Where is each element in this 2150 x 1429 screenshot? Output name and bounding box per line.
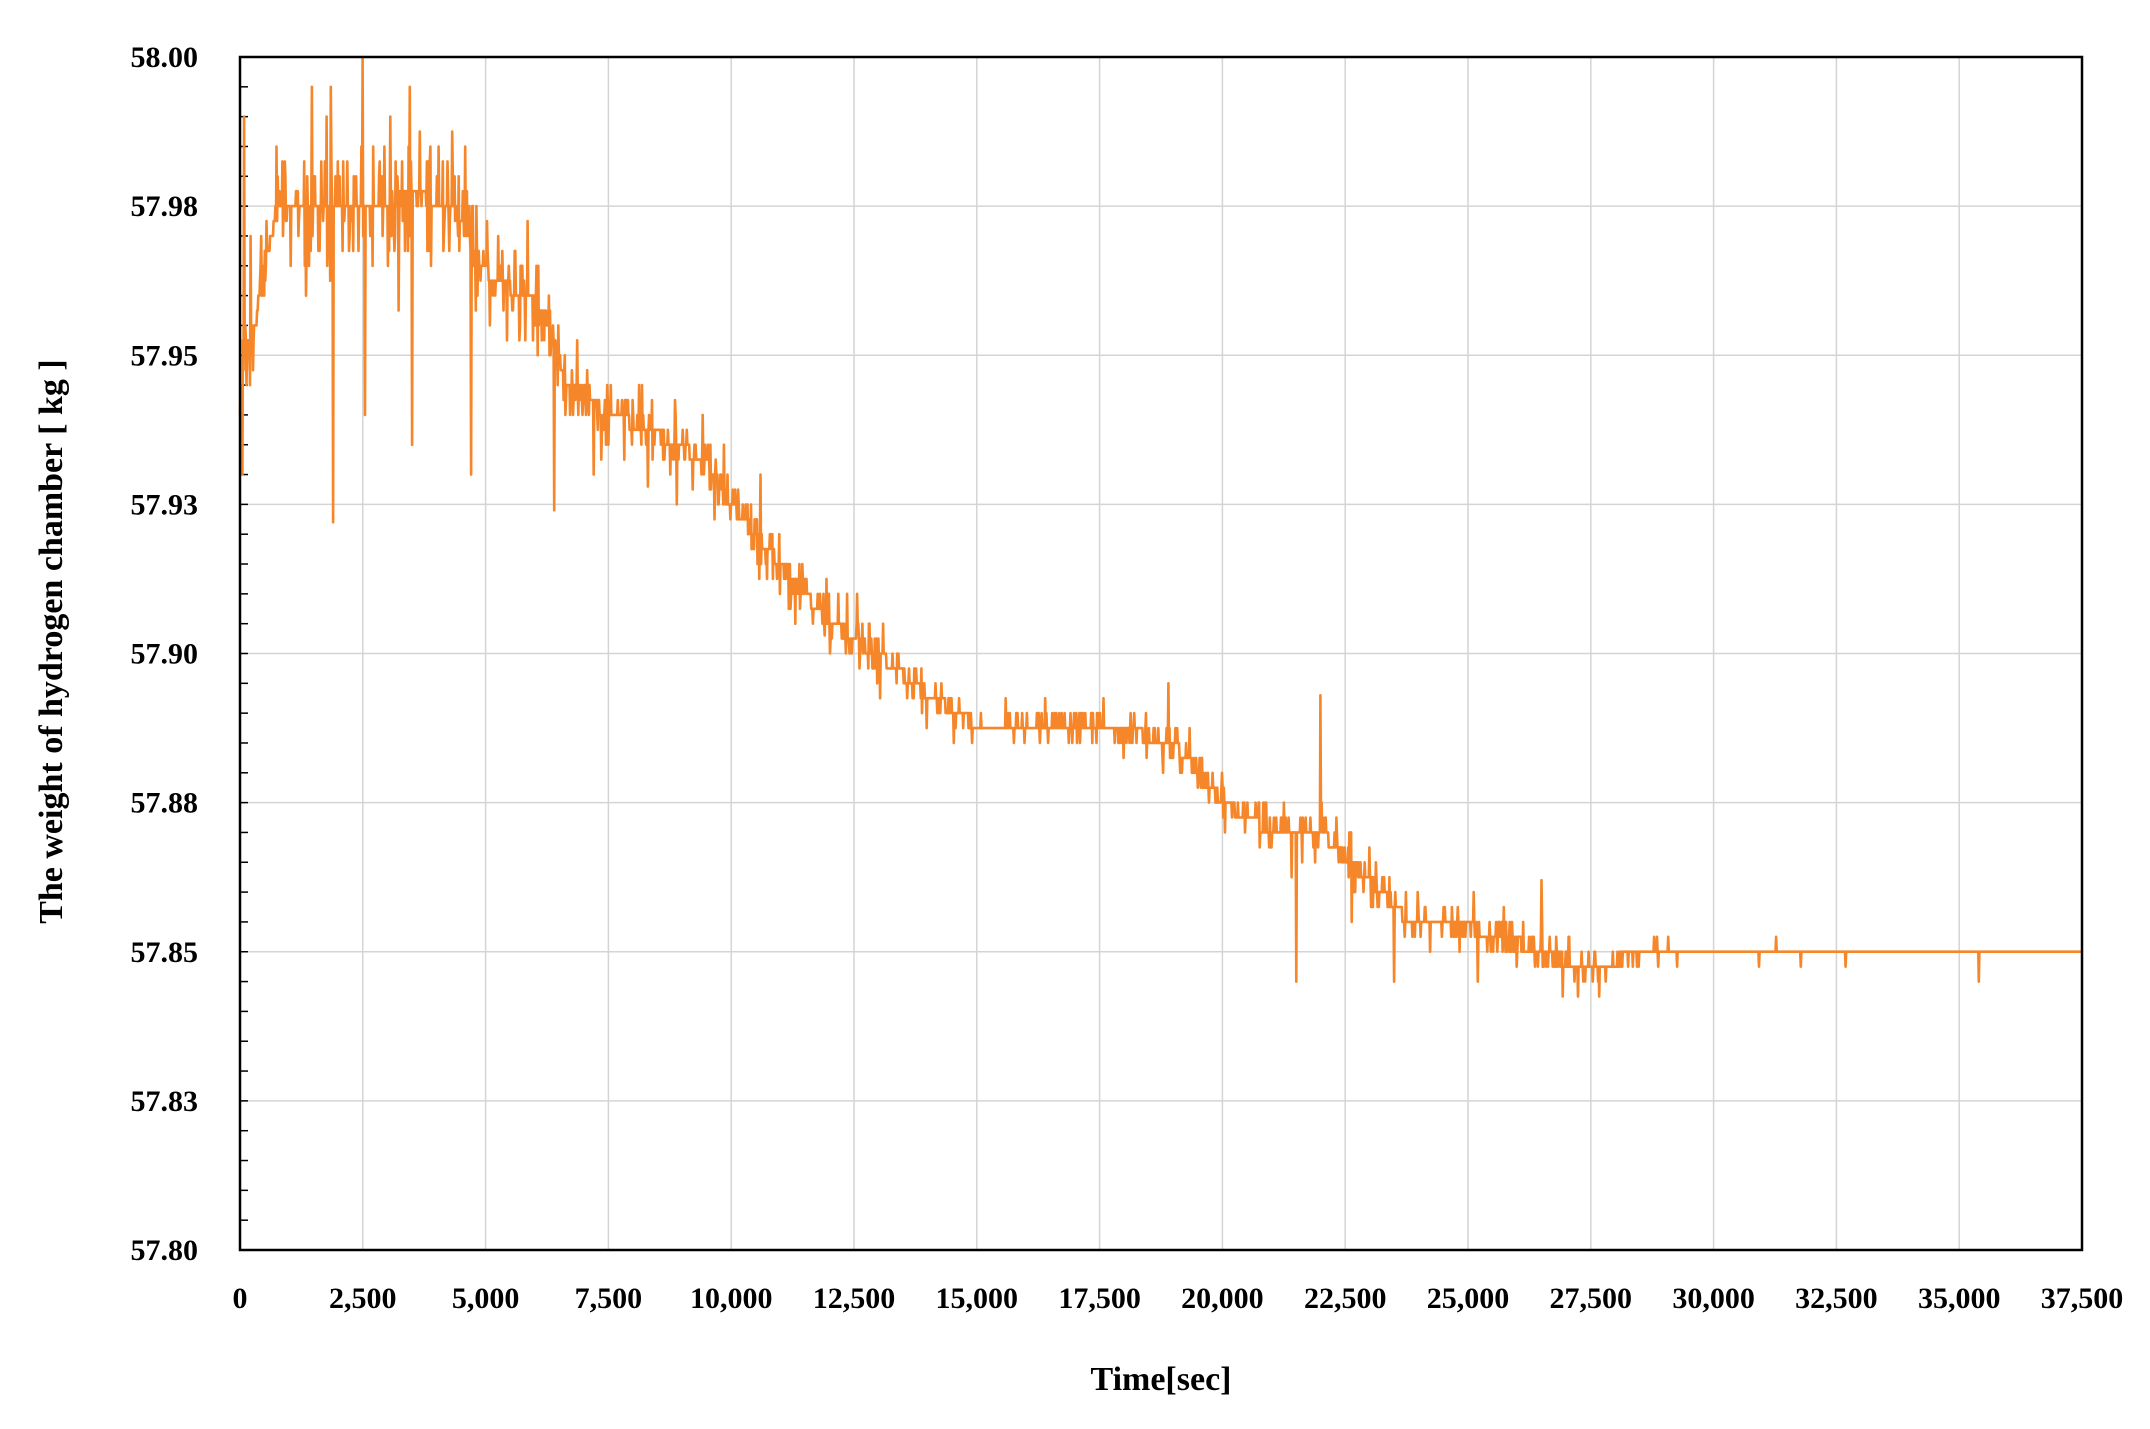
y-tick-label: 57.93 [131,488,199,521]
x-tick-label: 20,000 [1181,1282,1264,1315]
x-tick-label: 0 [233,1282,248,1315]
grid [240,57,2082,1250]
y-tick-label: 57.95 [131,339,199,372]
y-axis-ticks: 57.80 57.83 57.85 57.88 57.90 57.93 57.95 57.98… [131,41,199,1267]
x-tick-label: 30,000 [1672,1282,1755,1315]
x-tick-label: 17,500 [1058,1282,1141,1315]
x-tick-label: 5,000 [452,1282,520,1315]
x-tick-label: 35,000 [1918,1282,2001,1315]
y-tick-label: 57.90 [131,638,199,671]
y-tick-label: 57.85 [131,936,199,969]
x-tick-label: 15,000 [936,1282,1019,1315]
x-tick-label: 12,500 [813,1282,896,1315]
y-axis-label: The weight of hydrogen chamber [ kg ] [33,359,70,923]
y-tick-label: 57.80 [131,1234,199,1267]
y-tick-label: 57.83 [131,1085,199,1118]
x-axis-label: Time[sec] [1091,1361,1232,1398]
x-tick-label: 37,500 [2041,1282,2124,1315]
x-tick-label: 10,000 [690,1282,773,1315]
y-tick-label: 57.88 [131,787,199,820]
plot-frame [238,55,2084,1252]
series-layer [238,55,2083,998]
x-tick-label: 25,000 [1427,1282,1510,1315]
x-tick-label: 2,500 [329,1282,397,1315]
x-tick-label: 32,500 [1795,1282,1878,1315]
y-tick-label: 57.98 [131,190,199,223]
series-line [238,55,2083,998]
x-tick-label: 22,500 [1304,1282,1387,1315]
x-tick-label: 7,500 [575,1282,643,1315]
y-tick-label: 58.00 [131,41,199,74]
x-tick-label: 27,500 [1550,1282,1633,1315]
x-axis-ticks: 0 2,500 5,000 7,500 10,000 12,500 15,000 17,500… [233,1282,2124,1315]
